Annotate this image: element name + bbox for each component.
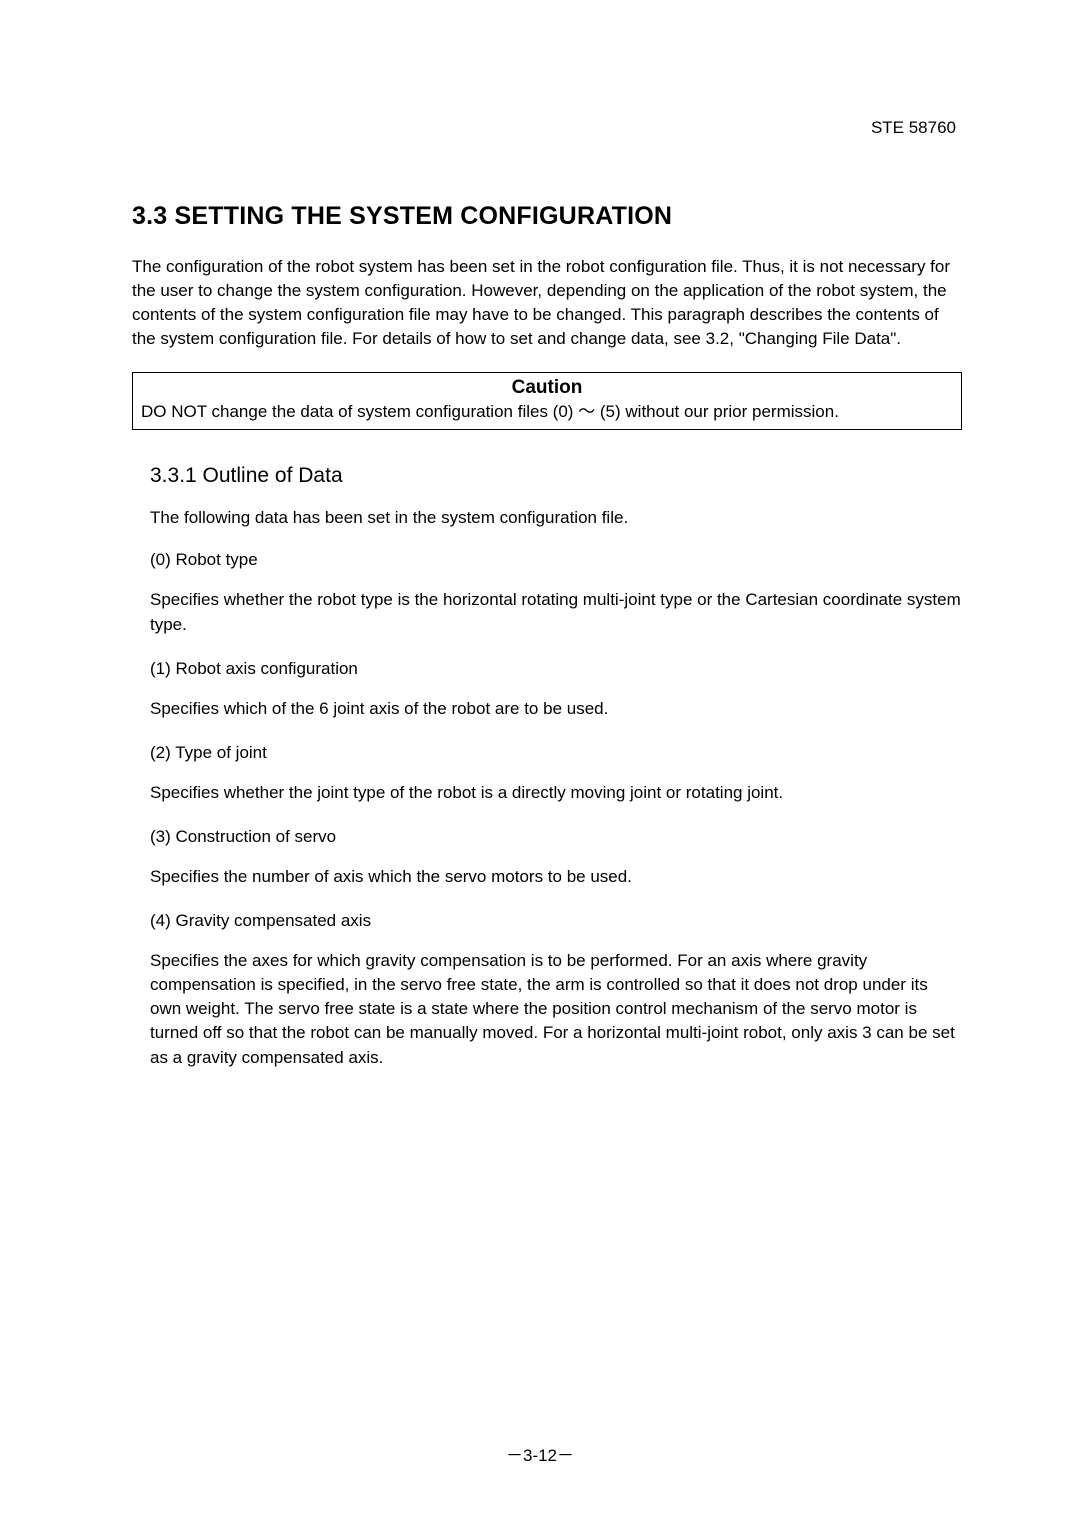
item-label: (1) Robot axis configuration — [150, 659, 962, 679]
item-label: (4) Gravity compensated axis — [150, 911, 962, 931]
item-desc: Specifies whether the joint type of the … — [150, 781, 962, 805]
item-label: (3) Construction of servo — [150, 827, 962, 847]
caution-text: DO NOT change the data of system configu… — [141, 401, 953, 424]
section-intro: The configuration of the robot system ha… — [132, 255, 962, 352]
header-doc-code: STE 58760 — [871, 118, 956, 138]
item-desc: Specifies the number of axis which the s… — [150, 865, 962, 889]
item-label: (0) Robot type — [150, 550, 962, 570]
page-number: －3-12－ — [0, 1441, 1080, 1466]
page: STE 58760 3.3 SETTING THE SYSTEM CONFIGU… — [0, 0, 1080, 1528]
item-desc: Specifies whether the robot type is the … — [150, 588, 962, 636]
subsection-heading: 3.3.1 Outline of Data — [150, 464, 962, 488]
caution-title: Caution — [141, 377, 953, 399]
item-desc: Specifies the axes for which gravity com… — [150, 949, 962, 1070]
item-desc: Specifies which of the 6 joint axis of t… — [150, 697, 962, 721]
subsection-intro: The following data has been set in the s… — [150, 508, 962, 528]
subsection: 3.3.1 Outline of Data The following data… — [150, 464, 962, 1069]
caution-box: Caution DO NOT change the data of system… — [132, 372, 962, 431]
item-label: (2) Type of joint — [150, 743, 962, 763]
section-heading: 3.3 SETTING THE SYSTEM CONFIGURATION — [132, 202, 962, 231]
